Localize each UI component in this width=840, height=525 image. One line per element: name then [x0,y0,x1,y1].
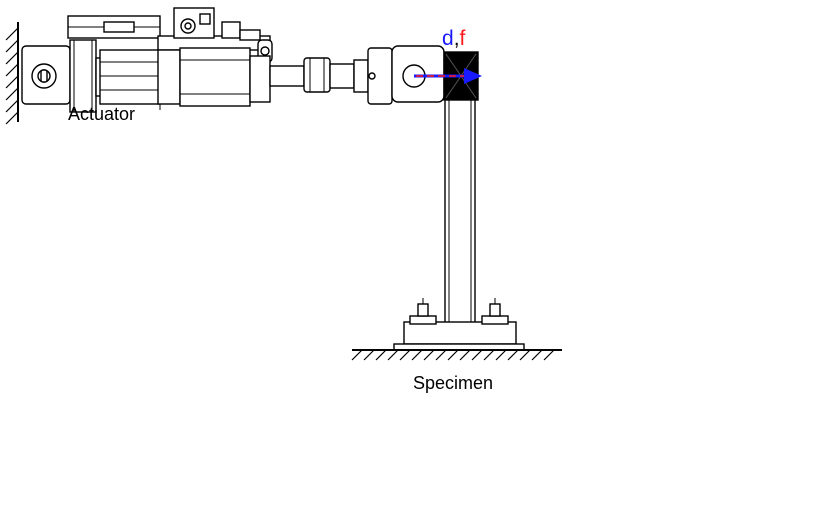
ground [351,349,562,361]
displacement-force-label: d,f [442,27,466,50]
displacement-symbol: d [442,27,454,50]
actuator [21,7,445,113]
actuator-label: Actuator [68,104,135,124]
label-separator: , [454,27,460,50]
displacement-force-arrow [414,68,482,84]
force-symbol: f [460,27,466,50]
specimen-label: Specimen [413,373,493,393]
reaction-wall [5,22,19,125]
